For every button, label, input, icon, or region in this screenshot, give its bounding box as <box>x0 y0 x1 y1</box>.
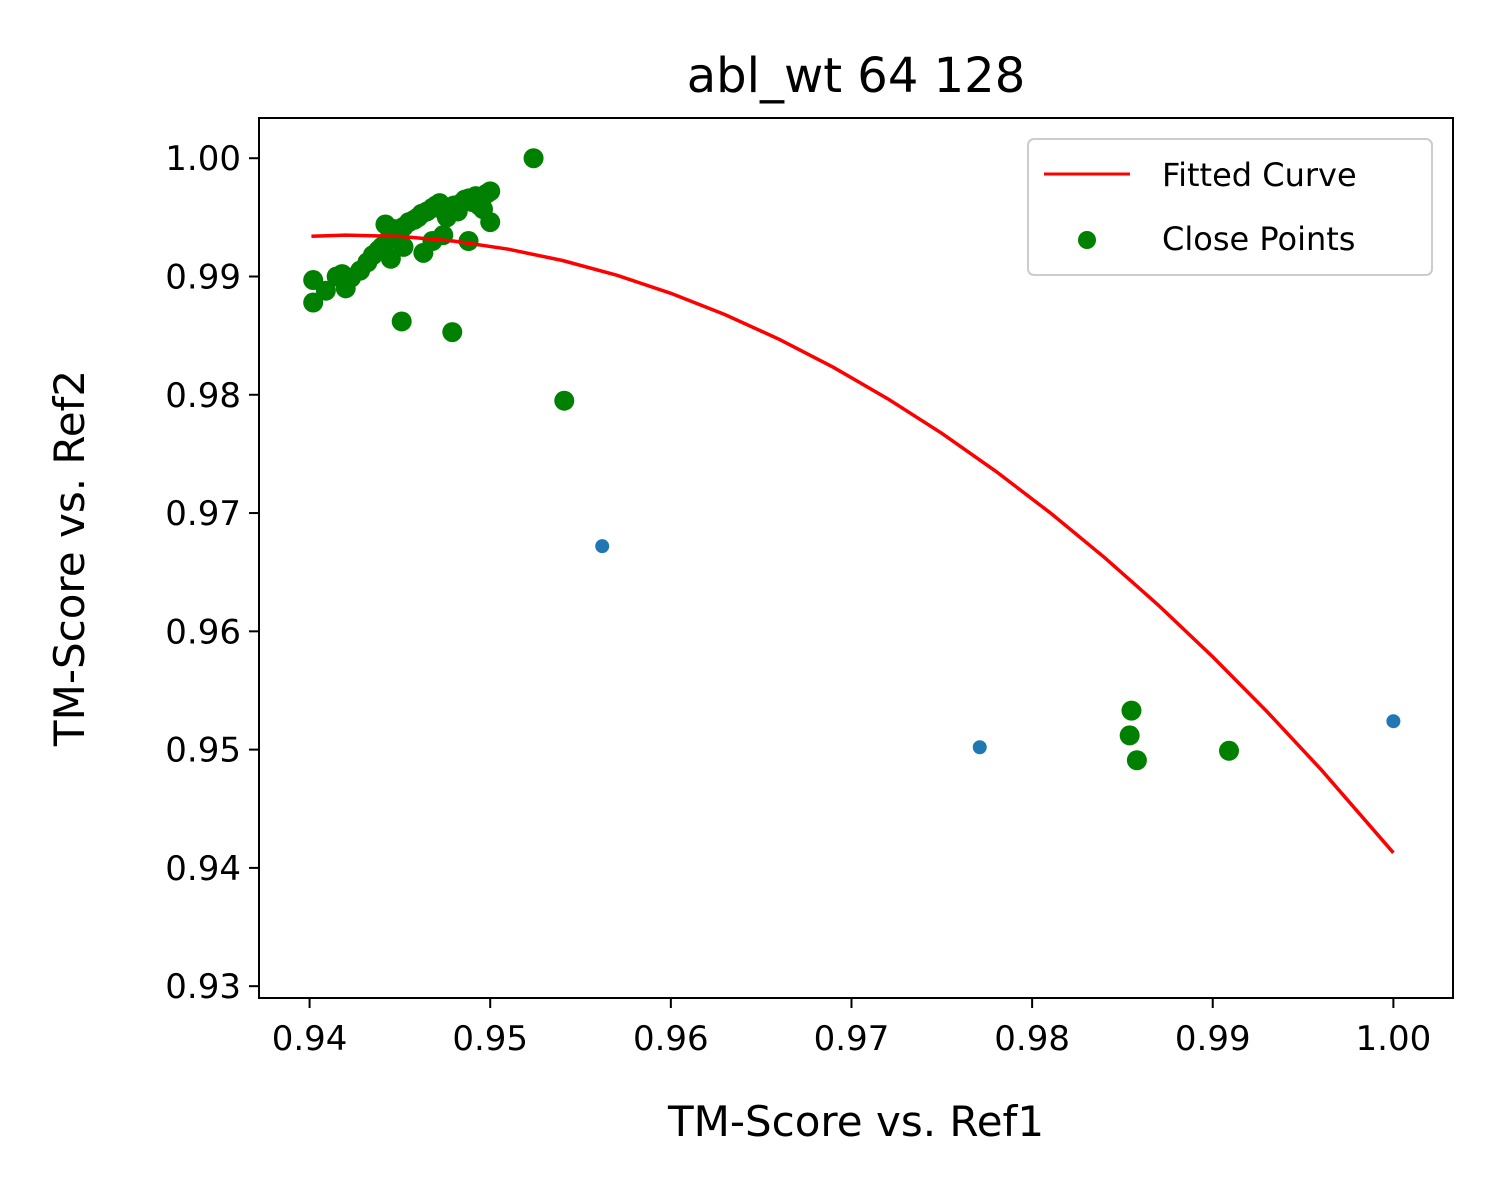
y-tick-label: 0.95 <box>165 731 241 771</box>
close-point <box>458 231 479 252</box>
x-tick-label: 0.99 <box>1175 1019 1251 1059</box>
close-point <box>554 390 575 411</box>
close-point <box>380 248 401 269</box>
other-point <box>972 740 987 755</box>
plot-area <box>303 148 1401 854</box>
chart-title: abl_wt 64 128 <box>687 48 1026 104</box>
close-point <box>393 236 414 257</box>
close-point <box>303 292 324 313</box>
y-tick-label: 0.96 <box>165 612 241 652</box>
x-tick-label: 0.94 <box>272 1019 348 1059</box>
y-axis-title: TM-Score vs. Ref2 <box>45 370 94 747</box>
x-tick-label: 0.96 <box>633 1019 709 1059</box>
close-points-layer <box>303 148 1240 771</box>
x-tick-label: 0.95 <box>452 1019 528 1059</box>
close-point <box>1126 750 1147 771</box>
other-point <box>1386 714 1401 729</box>
y-tick-label: 0.94 <box>165 849 241 889</box>
fitted-curve-line <box>311 233 1395 854</box>
close-point <box>480 181 501 202</box>
y-tick-label: 0.93 <box>165 967 241 1007</box>
y-axis: 0.93 0.94 0.95 0.96 0.97 0.98 0.99 1.00 <box>165 139 259 1007</box>
close-point <box>442 322 463 343</box>
close-point <box>1121 700 1142 721</box>
close-point <box>391 311 412 332</box>
x-tick-label: 1.00 <box>1356 1019 1432 1059</box>
close-point <box>1219 740 1240 761</box>
close-point <box>315 280 336 301</box>
close-point <box>480 212 501 233</box>
plot-frame <box>258 117 1454 999</box>
x-axis-title: TM-Score vs. Ref1 <box>667 1097 1044 1146</box>
legend-marker-swatch <box>1078 231 1096 249</box>
y-tick-label: 0.97 <box>165 494 241 534</box>
legend-label-fitted-curve: Fitted Curve <box>1162 156 1357 194</box>
y-tick-label: 1.00 <box>165 139 241 179</box>
other-points-layer <box>595 539 1401 755</box>
x-axis: 0.94 0.95 0.96 0.97 0.98 0.99 1.00 <box>272 998 1432 1059</box>
close-point <box>523 148 544 169</box>
legend-label-close-points: Close Points <box>1162 220 1355 258</box>
x-tick-label: 0.97 <box>814 1019 890 1059</box>
legend: Fitted Curve Close Points <box>1027 138 1433 276</box>
y-tick-label: 0.98 <box>165 376 241 416</box>
y-tick-label: 0.99 <box>165 257 241 297</box>
x-tick-label: 0.98 <box>994 1019 1070 1059</box>
close-point <box>1119 725 1140 746</box>
other-point <box>595 539 610 554</box>
